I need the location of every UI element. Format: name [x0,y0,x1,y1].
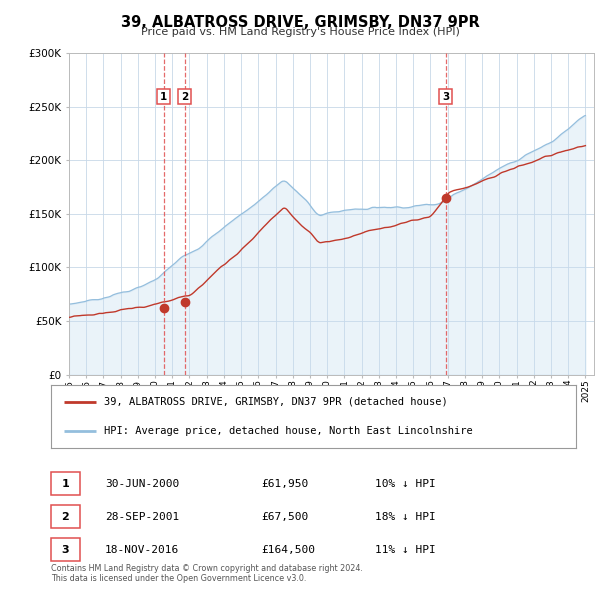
Text: 1: 1 [62,478,69,489]
Text: 39, ALBATROSS DRIVE, GRIMSBY, DN37 9PR: 39, ALBATROSS DRIVE, GRIMSBY, DN37 9PR [121,15,479,30]
Text: 18-NOV-2016: 18-NOV-2016 [105,545,179,555]
Text: 39, ALBATROSS DRIVE, GRIMSBY, DN37 9PR (detached house): 39, ALBATROSS DRIVE, GRIMSBY, DN37 9PR (… [104,397,447,407]
Text: 30-JUN-2000: 30-JUN-2000 [105,478,179,489]
Text: 2: 2 [181,91,188,101]
Text: 10% ↓ HPI: 10% ↓ HPI [375,478,436,489]
Text: Contains HM Land Registry data © Crown copyright and database right 2024.
This d: Contains HM Land Registry data © Crown c… [51,563,363,583]
Text: HPI: Average price, detached house, North East Lincolnshire: HPI: Average price, detached house, Nort… [104,426,472,436]
Text: 1: 1 [160,91,167,101]
Text: £164,500: £164,500 [261,545,315,555]
Text: 3: 3 [62,545,69,555]
Text: £61,950: £61,950 [261,478,308,489]
Text: Price paid vs. HM Land Registry's House Price Index (HPI): Price paid vs. HM Land Registry's House … [140,27,460,37]
Text: 2: 2 [62,512,69,522]
Text: 28-SEP-2001: 28-SEP-2001 [105,512,179,522]
Text: £67,500: £67,500 [261,512,308,522]
Text: 18% ↓ HPI: 18% ↓ HPI [375,512,436,522]
Text: 3: 3 [442,91,449,101]
Text: 11% ↓ HPI: 11% ↓ HPI [375,545,436,555]
